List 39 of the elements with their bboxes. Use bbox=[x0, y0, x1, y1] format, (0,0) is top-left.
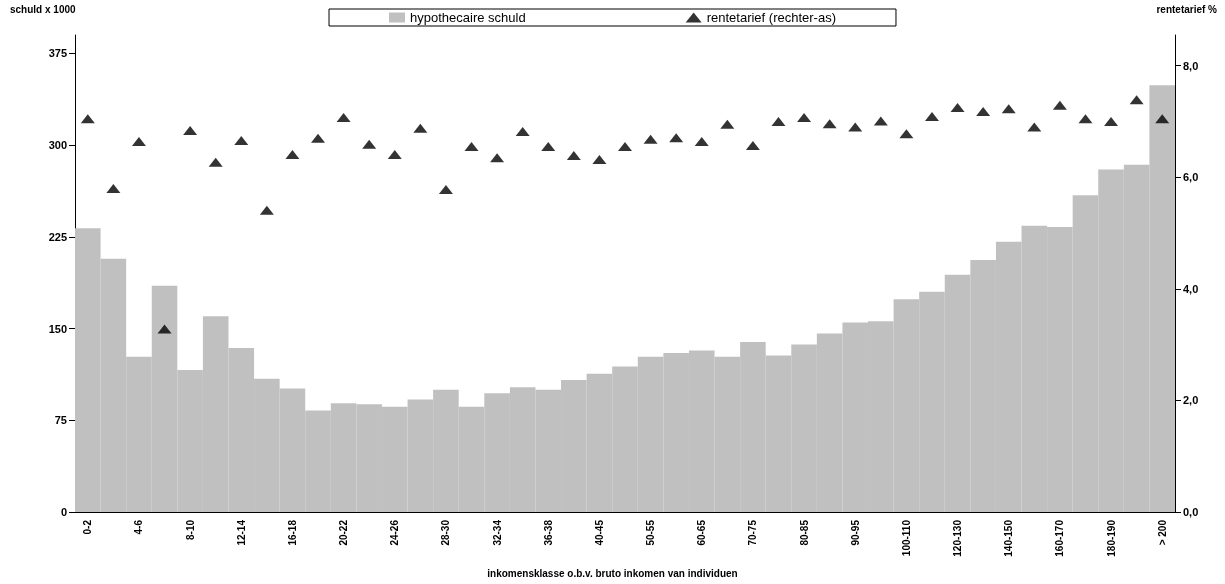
x-tick-label: 32-34 bbox=[491, 519, 503, 546]
y-tick-label: 300 bbox=[48, 139, 67, 152]
x-tick-label: > 200 bbox=[1156, 519, 1168, 546]
legend-label: hypothecaire schuld bbox=[410, 10, 526, 25]
x-tick-label: 16-18 bbox=[286, 519, 298, 546]
x-tick-label: 90-95 bbox=[849, 519, 861, 546]
x-tick-label: 0-2 bbox=[82, 519, 94, 535]
x-tick-label: 70-75 bbox=[747, 519, 759, 546]
point bbox=[618, 142, 632, 152]
x-tick-label: 36-38 bbox=[542, 519, 554, 546]
x-tick-label: 20-22 bbox=[338, 519, 350, 546]
y-axis-title: schuld x 1000 bbox=[10, 3, 77, 15]
x-tick-label: 40-45 bbox=[593, 519, 605, 546]
legend-label: rentetarief (rechter-as) bbox=[706, 10, 836, 25]
x-tick-label: 80-85 bbox=[798, 519, 810, 546]
x-tick-label: 60-65 bbox=[696, 519, 708, 546]
y-tick-label: 375 bbox=[48, 47, 67, 60]
y-tick-label: 150 bbox=[48, 322, 67, 335]
x-tick-label: 12-14 bbox=[235, 519, 247, 546]
y-tick-label: 75 bbox=[54, 414, 67, 427]
x-tick-label: 24-26 bbox=[389, 519, 401, 546]
x-tick-label: 180-190 bbox=[1105, 519, 1117, 557]
x-tick-label: 8-10 bbox=[184, 519, 196, 541]
x-tick-label: 4-6 bbox=[133, 519, 145, 535]
x-tick-label: 160-170 bbox=[1054, 519, 1066, 557]
x-tick-label: 140-150 bbox=[1003, 519, 1015, 557]
x-tick-label: 120-130 bbox=[952, 519, 964, 557]
y2-tick-label: 0,0 bbox=[1183, 506, 1199, 518]
y2-axis-title: rentetarief % bbox=[1156, 3, 1218, 15]
x-tick-label: 100-110 bbox=[900, 519, 912, 557]
y2-tick-label: 4,0 bbox=[1183, 282, 1199, 295]
y2-tick-label: 2,0 bbox=[1183, 394, 1199, 407]
x-tick-label: 50-55 bbox=[645, 519, 657, 546]
x-tick-label: 28-30 bbox=[440, 519, 452, 546]
y2-tick-label: 6,0 bbox=[1183, 171, 1199, 184]
y-tick-label: 0 bbox=[60, 506, 67, 518]
y2-tick-label: 8,0 bbox=[1183, 59, 1199, 72]
x-axis-title: inkomensklasse o.b.v. bruto inkomen van individuen bbox=[487, 567, 738, 579]
y-tick-label: 225 bbox=[48, 230, 67, 243]
